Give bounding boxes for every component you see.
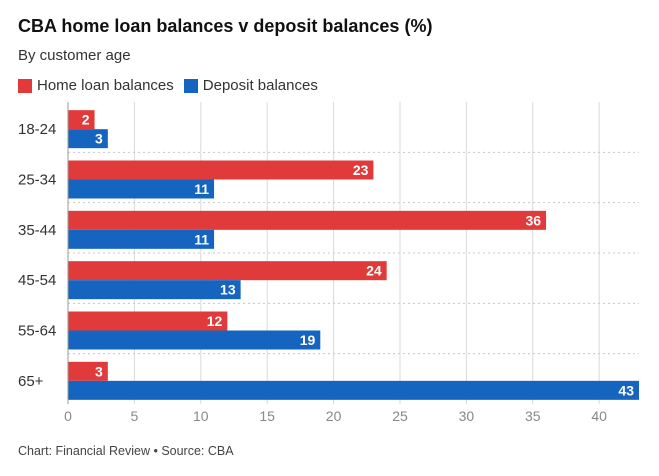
data-label-deposit-55-64: 19 [300, 332, 316, 348]
x-tick-label-30: 30 [459, 408, 475, 424]
data-label-home-loan-25-34: 23 [353, 162, 369, 178]
x-tick-label-25: 25 [392, 408, 408, 424]
x-tick-label-0: 0 [64, 408, 72, 424]
x-tick-label-35: 35 [525, 408, 541, 424]
x-tick-label-15: 15 [259, 408, 275, 424]
x-tick-label-10: 10 [193, 408, 209, 424]
bar-home-loan-65+ [68, 361, 108, 381]
data-label-deposit-35-44: 11 [194, 231, 209, 247]
legend: Home loan balances Deposit balances [18, 77, 328, 94]
legend-item-deposit: Deposit balances [183, 77, 318, 94]
bar-deposit-55-64 [68, 330, 321, 350]
data-label-deposit-18-24: 3 [95, 131, 103, 147]
chart-title: CBA home loan balances v deposit balance… [18, 16, 433, 36]
chart-source: Chart: Financial Review • Source: CBA [18, 444, 234, 458]
legend-label-deposit: Deposit balances [202, 77, 318, 94]
bar-deposit-18-24 [68, 129, 108, 149]
category-label-25-34: 25-34 [18, 172, 56, 189]
bar-deposit-45-54 [68, 280, 241, 300]
bar-home-loan-45-54 [68, 261, 387, 281]
chart-subtitle: By customer age [18, 47, 131, 64]
bar-home-loan-25-34 [68, 160, 374, 180]
data-label-deposit-45-54: 13 [220, 282, 236, 298]
category-label-55-64: 55-64 [18, 323, 56, 340]
data-label-home-loan-18-24: 2 [82, 112, 90, 128]
data-label-deposit-25-34: 11 [194, 181, 209, 197]
x-tick-label-40: 40 [591, 408, 607, 424]
legend-swatch-home-loan [18, 78, 32, 93]
data-label-deposit-65+: 43 [618, 382, 634, 398]
category-label-18-24: 18-24 [18, 121, 56, 138]
data-label-home-loan-55-64: 12 [207, 313, 223, 329]
bar-home-loan-35-44 [68, 210, 547, 230]
legend-swatch-deposit [183, 78, 198, 93]
legend-item-home-loan: Home loan balances [18, 77, 174, 94]
category-label-45-54: 45-54 [18, 272, 56, 289]
bar-deposit-25-34 [68, 179, 215, 199]
bar-deposit-35-44 [68, 229, 215, 249]
bar-home-loan-18-24 [68, 110, 95, 130]
category-label-65+: 65+ [18, 373, 44, 390]
bar-home-loan-55-64 [68, 311, 228, 331]
bar-deposit-65+ [68, 380, 639, 400]
x-tick-label-20: 20 [326, 408, 342, 424]
data-label-home-loan-45-54: 24 [366, 263, 382, 279]
legend-label-home-loan: Home loan balances [37, 77, 174, 94]
category-label-35-44: 35-44 [18, 222, 56, 239]
data-label-home-loan-65+: 3 [95, 363, 103, 379]
data-label-home-loan-35-44: 36 [525, 212, 541, 228]
x-tick-label-5: 5 [130, 408, 138, 424]
